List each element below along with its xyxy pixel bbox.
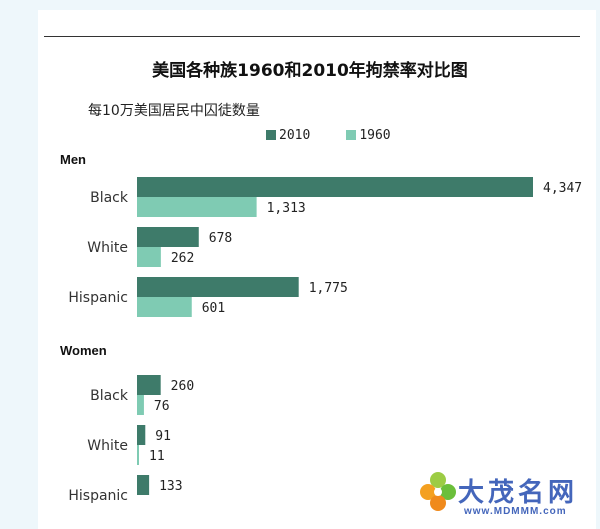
value-label-women-white-2010: 91 <box>155 429 171 444</box>
watermark-url: www.MDMMM.com <box>464 506 567 517</box>
value-label-men-white-2010: 678 <box>209 231 232 246</box>
watermark-name: 大茂名网 <box>458 478 579 508</box>
legend: 2010 1960 <box>266 126 427 144</box>
bar-women-white-2010 <box>137 425 146 445</box>
chart-title: 美国各种族1960和2010年拘禁率对比图 <box>152 61 468 81</box>
category-label-men-hispanic: Hispanic <box>68 290 128 306</box>
category-label-men-black: Black <box>90 190 129 206</box>
watermark: 大茂名网 www.MDMMM.com <box>418 470 598 526</box>
value-label-men-hispanic-1960: 601 <box>202 301 225 316</box>
bar-men-black-2010 <box>137 177 533 197</box>
chart-card <box>38 10 596 529</box>
top-rule <box>44 36 580 37</box>
legend-swatch-2010 <box>266 130 276 140</box>
bar-men-white-1960 <box>137 247 161 267</box>
value-label-women-black-1960: 76 <box>154 399 170 414</box>
category-label-women-black: Black <box>90 388 129 404</box>
value-label-women-hispanic-2010: 133 <box>159 479 182 494</box>
bar-women-black-2010 <box>137 375 161 395</box>
bar-men-black-1960 <box>137 197 257 217</box>
chart-subtitle: 每10万美国居民中囚徒数量 <box>88 103 260 119</box>
value-label-men-hispanic-2010: 1,775 <box>309 281 348 296</box>
bar-women-white-1960 <box>137 445 139 465</box>
bar-women-black-1960 <box>137 395 144 415</box>
category-label-women-hispanic: Hispanic <box>68 488 128 504</box>
value-label-women-white-1960: 11 <box>149 449 165 464</box>
clover-logo-icon <box>420 472 456 511</box>
bar-men-hispanic-1960 <box>137 297 192 317</box>
category-label-women-white: White <box>87 438 128 454</box>
category-label-men-white: White <box>87 240 128 256</box>
value-label-men-black-2010: 4,347 <box>543 181 582 196</box>
legend-item-1960: 1960 <box>346 127 391 143</box>
bar-men-white-2010 <box>137 227 199 247</box>
value-label-men-black-1960: 1,313 <box>267 201 306 216</box>
legend-swatch-1960 <box>346 130 357 140</box>
bar-men-hispanic-2010 <box>137 277 299 297</box>
group-label-men: Men <box>60 152 86 167</box>
bar-women-hispanic-2010 <box>137 475 150 495</box>
legend-label-1960: 1960 <box>359 127 391 143</box>
value-label-men-white-1960: 262 <box>171 251 194 266</box>
value-label-women-black-2010: 260 <box>171 379 194 394</box>
legend-item-2010: 2010 <box>266 128 310 143</box>
legend-label-2010: 2010 <box>279 127 311 143</box>
group-label-women: Women <box>60 343 107 358</box>
